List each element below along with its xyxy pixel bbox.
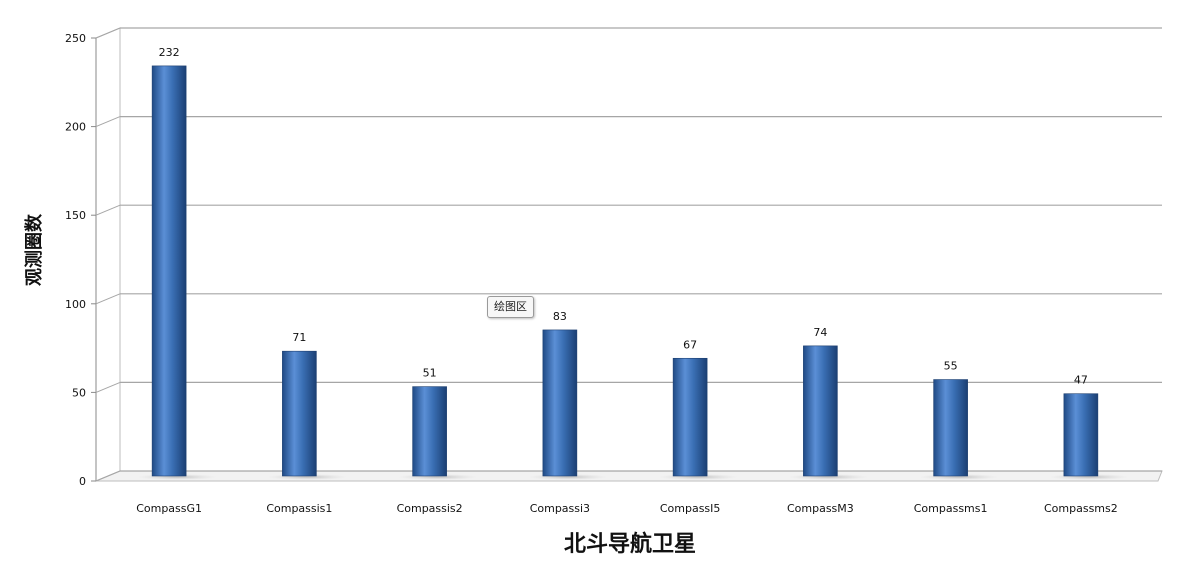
bar	[151, 65, 187, 477]
x-axis-title: 北斗导航卫星	[564, 531, 696, 557]
gridline-depth	[95, 293, 121, 305]
data-label: 71	[292, 331, 306, 344]
gridlines	[95, 27, 1162, 482]
data-label: 83	[553, 310, 567, 323]
x-tick-label: Compassms1	[914, 502, 988, 515]
data-label: 67	[683, 338, 697, 351]
data-labels: 232 71 51 83 67 74 55 47	[159, 46, 1088, 387]
data-label: 232	[159, 46, 180, 59]
x-tick-label: Compassis2	[397, 502, 463, 515]
y-axis-ticks: 0 50 100 150 200 250	[65, 32, 96, 488]
y-tick-label: 50	[72, 386, 86, 399]
bar	[672, 357, 708, 477]
bar	[282, 350, 317, 477]
floor	[95, 470, 1163, 482]
gridline-depth	[95, 470, 121, 482]
data-label: 55	[944, 360, 958, 373]
gridline-depth	[95, 381, 121, 393]
gridline-depth	[95, 116, 121, 128]
x-tick-label: Compassms2	[1044, 502, 1118, 515]
y-tick-label: 250	[65, 32, 86, 45]
data-label: 74	[813, 326, 827, 339]
left-wall	[95, 27, 121, 482]
data-label: 47	[1074, 374, 1088, 387]
bar	[542, 329, 578, 477]
y-tick-label: 200	[65, 121, 86, 134]
plot-walls	[95, 27, 1163, 482]
chart-area-tooltip: 绘图区	[487, 296, 534, 318]
y-axis-title: 观测圈数	[23, 213, 45, 286]
x-tick-label: Compassi3	[530, 502, 590, 515]
bar	[933, 379, 968, 477]
bar	[803, 345, 838, 477]
gridline-depth	[95, 27, 121, 39]
data-label: 51	[423, 367, 437, 380]
y-tick-label: 150	[65, 209, 86, 222]
bar	[412, 386, 447, 477]
x-tick-label: Compassis1	[266, 502, 332, 515]
x-tick-label: CompassM3	[787, 502, 854, 515]
bars	[137, 65, 1129, 480]
bar	[1063, 393, 1099, 477]
y-tick-label: 0	[79, 475, 86, 488]
x-axis-categories: CompassG1 Compassis1 Compassis2 Compassi3 Co…	[136, 502, 1118, 515]
x-tick-label: CompassI5	[660, 502, 721, 515]
y-tick-label: 100	[65, 298, 86, 311]
x-tick-label: CompassG1	[136, 502, 202, 515]
gridline-depth	[95, 204, 121, 216]
